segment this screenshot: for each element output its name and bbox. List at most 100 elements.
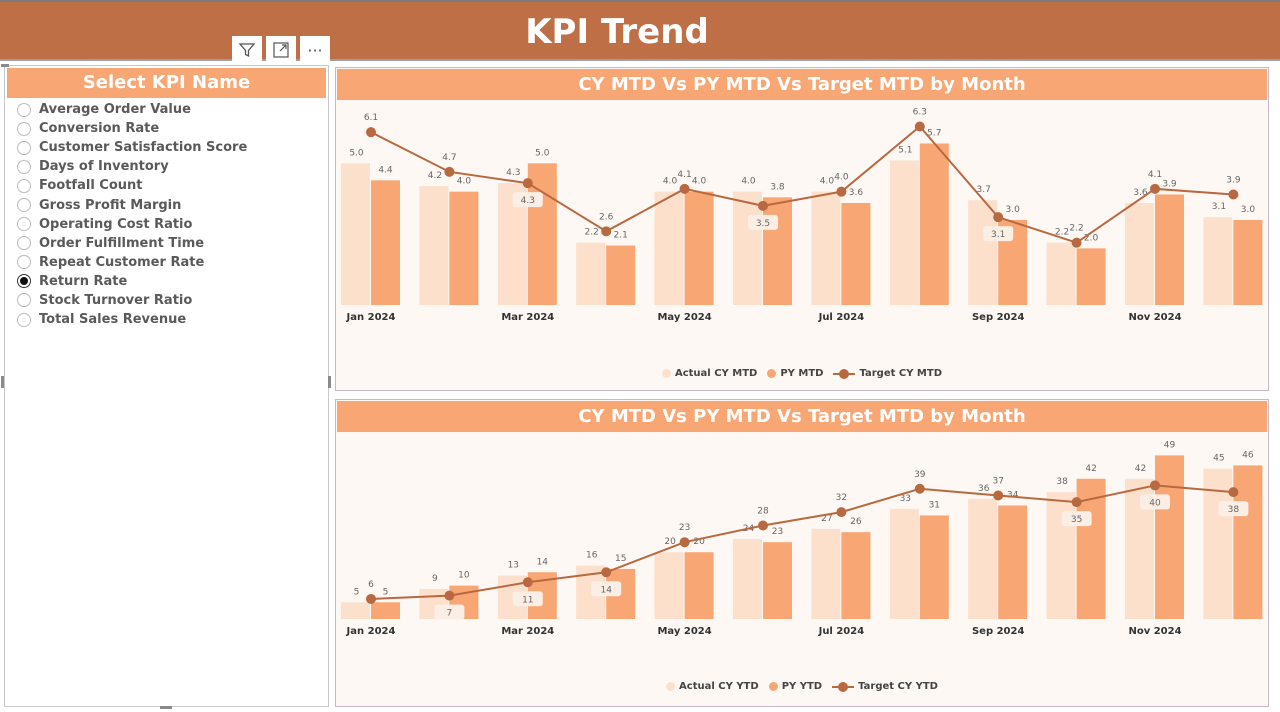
filter-icon[interactable] — [232, 36, 262, 64]
bar-actual[interactable] — [341, 602, 370, 619]
radio-icon[interactable] — [17, 121, 31, 136]
bar-prior[interactable] — [841, 203, 871, 305]
target-point[interactable] — [679, 183, 690, 194]
bar-actual[interactable] — [341, 163, 370, 305]
radio-icon[interactable] — [17, 255, 31, 270]
data-label-target: 3.9 — [1226, 176, 1241, 186]
bar-prior[interactable] — [1076, 248, 1106, 305]
more-options-icon[interactable]: ··· — [300, 36, 330, 64]
radio-icon[interactable] — [17, 293, 31, 308]
slicer-item[interactable]: Customer Satisfaction Score — [17, 138, 328, 157]
slicer-item[interactable]: Days of Inventory — [17, 157, 328, 176]
bar-actual[interactable] — [1125, 203, 1154, 305]
target-point[interactable] — [522, 577, 533, 588]
radio-icon[interactable] — [17, 217, 31, 232]
bar-actual[interactable] — [654, 191, 684, 305]
bar-prior[interactable] — [684, 552, 714, 619]
target-point[interactable] — [993, 490, 1004, 501]
slicer-item[interactable]: Gross Profit Margin — [17, 195, 328, 214]
target-point[interactable] — [522, 178, 533, 189]
target-point[interactable] — [1228, 487, 1239, 498]
target-point[interactable] — [758, 520, 768, 531]
target-point[interactable] — [679, 537, 690, 548]
target-point[interactable] — [914, 121, 925, 132]
target-point[interactable] — [1071, 497, 1082, 508]
radio-icon[interactable] — [17, 178, 31, 193]
radio-icon[interactable] — [17, 140, 31, 155]
bar-prior[interactable] — [763, 197, 792, 305]
target-point[interactable] — [1228, 189, 1239, 200]
bar-actual[interactable] — [968, 498, 998, 619]
data-label-actual: 38 — [1056, 477, 1068, 487]
target-point[interactable] — [601, 567, 612, 578]
target-point[interactable] — [836, 186, 847, 197]
bar-actual[interactable] — [1203, 217, 1233, 305]
radio-icon[interactable] — [17, 312, 31, 327]
legend-item[interactable]: Target CY MTD — [833, 368, 942, 379]
slicer-item[interactable]: Conversion Rate — [17, 119, 328, 138]
target-point[interactable] — [601, 226, 612, 237]
bar-actual[interactable] — [576, 242, 606, 305]
bar-prior[interactable] — [371, 180, 400, 305]
bar-prior[interactable] — [1233, 465, 1263, 619]
legend-item[interactable]: Target CY YTD — [832, 681, 938, 692]
bar-prior[interactable] — [684, 191, 714, 305]
legend-item[interactable]: Actual CY MTD — [661, 368, 757, 379]
slicer-item[interactable]: Order Fulfillment Time — [17, 234, 328, 253]
bar-actual[interactable] — [811, 191, 841, 305]
bar-actual[interactable] — [654, 552, 684, 619]
resize-handle[interactable] — [1, 376, 4, 388]
target-point[interactable] — [1071, 237, 1082, 248]
radio-icon[interactable] — [17, 236, 31, 251]
slicer-item[interactable]: Stock Turnover Ratio — [17, 291, 328, 310]
bar-prior[interactable] — [919, 515, 949, 619]
radio-icon[interactable] — [17, 102, 31, 117]
bar-actual[interactable] — [419, 186, 449, 305]
target-point[interactable] — [366, 593, 376, 604]
radio-icon[interactable] — [17, 159, 31, 174]
bar-actual[interactable] — [889, 160, 919, 306]
target-point[interactable] — [444, 590, 455, 601]
bar-prior[interactable] — [1155, 455, 1184, 619]
bar-actual[interactable] — [968, 200, 998, 305]
slicer-item[interactable]: Total Sales Revenue — [17, 310, 328, 329]
bar-actual[interactable] — [733, 538, 762, 619]
legend-item[interactable]: PY MTD — [767, 368, 823, 379]
slicer-item[interactable]: Operating Cost Ratio — [17, 215, 328, 234]
bar-prior[interactable] — [371, 602, 400, 619]
bar-prior[interactable] — [998, 505, 1028, 619]
resize-handle[interactable] — [328, 376, 331, 388]
data-label-target: 28 — [757, 507, 769, 517]
slicer-item[interactable]: Average Order Value — [17, 100, 328, 119]
focus-mode-icon[interactable] — [266, 36, 296, 64]
slicer-item[interactable]: Repeat Customer Rate — [17, 253, 328, 272]
bar-prior[interactable] — [1233, 220, 1263, 305]
bar-prior[interactable] — [841, 532, 871, 619]
slicer-item[interactable]: Footfall Count — [17, 176, 328, 195]
bar-prior[interactable] — [763, 542, 792, 619]
legend-item[interactable]: PY YTD — [768, 681, 822, 692]
slicer-item[interactable]: Return Rate — [17, 272, 328, 291]
target-point[interactable] — [758, 200, 768, 211]
bar-prior[interactable] — [606, 245, 636, 306]
resize-handle[interactable] — [1, 64, 9, 67]
bar-actual[interactable] — [811, 528, 841, 619]
target-point[interactable] — [366, 127, 376, 138]
target-point[interactable] — [993, 212, 1004, 223]
target-point[interactable] — [1150, 480, 1160, 491]
bar-actual[interactable] — [889, 508, 919, 619]
bar-prior[interactable] — [919, 143, 949, 306]
radio-selected-icon[interactable] — [17, 274, 31, 289]
target-point[interactable] — [444, 166, 455, 177]
bar-actual[interactable] — [1203, 468, 1233, 619]
bar-actual[interactable] — [733, 191, 762, 305]
target-point[interactable] — [836, 507, 847, 518]
target-point[interactable] — [914, 483, 925, 494]
legend-item[interactable]: Actual CY YTD — [666, 681, 759, 692]
resize-handle[interactable] — [160, 706, 172, 709]
bar-prior[interactable] — [449, 191, 479, 305]
bar-prior[interactable] — [1155, 194, 1184, 306]
radio-icon[interactable] — [17, 198, 31, 213]
bar-actual[interactable] — [1046, 242, 1076, 305]
target-point[interactable] — [1150, 183, 1160, 194]
